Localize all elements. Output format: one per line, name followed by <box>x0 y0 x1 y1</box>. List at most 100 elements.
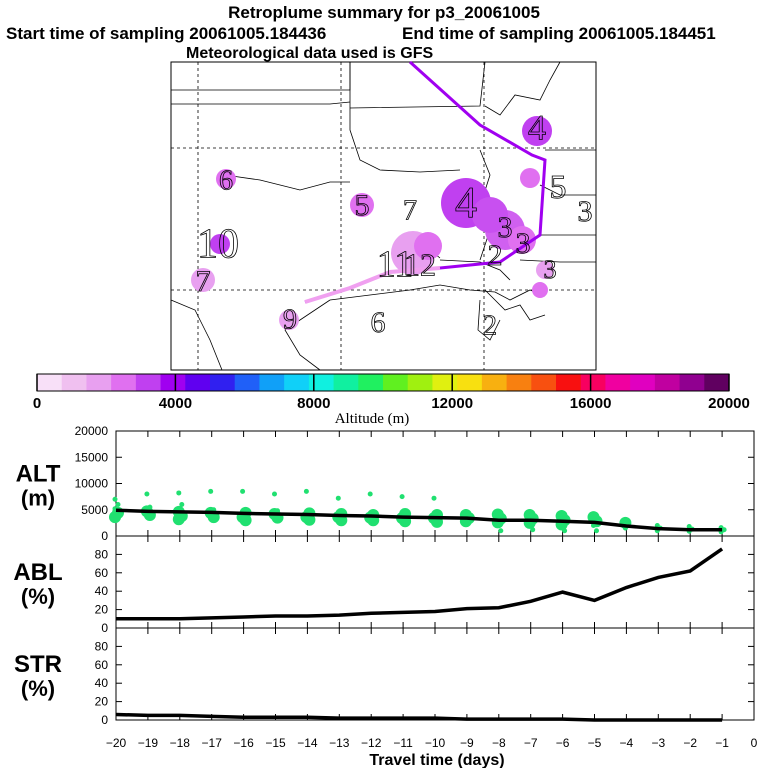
marker-label: 4 <box>528 107 546 147</box>
x-tick-label: −20 <box>106 736 127 750</box>
marker-label: 7 <box>196 265 211 298</box>
altitude-point <box>335 495 341 501</box>
marker-label: 12 <box>404 246 436 282</box>
altitude-point <box>498 528 504 534</box>
altitude-point <box>591 523 596 528</box>
panel-abl: 0 20 40 60 80 ABL(%) <box>13 535 755 635</box>
plume-circle <box>210 234 230 254</box>
series-line-str <box>115 712 723 722</box>
x-tick-label: −6 <box>556 736 570 750</box>
y-tick-label: 0 <box>101 621 108 635</box>
x-tick-label: −3 <box>651 736 665 750</box>
x-tick-label: −8 <box>492 736 506 750</box>
marker-label: 6 <box>219 165 233 196</box>
altitude-point <box>367 491 373 497</box>
x-tick-label: −17 <box>202 736 223 750</box>
colorbar-tick-label: 16000 <box>570 395 612 412</box>
colorbar-swatch <box>333 374 359 391</box>
colorbar-swatch <box>407 374 433 391</box>
altitude-point <box>491 516 504 529</box>
panel-alt: 0 5000 10000 15000 20000 ALT(m) <box>16 424 755 543</box>
y-tick-label: 10000 <box>75 477 109 491</box>
altitude-point <box>112 496 118 502</box>
colorbar-swatch <box>234 374 260 391</box>
end-time-label: End time of sampling 20061005.184451 <box>402 24 716 43</box>
plume-circle <box>536 261 554 279</box>
coastline <box>329 284 546 301</box>
colorbar-swatch <box>135 374 162 391</box>
panel-ylabel-unit: (%) <box>21 584 55 609</box>
plume-circle <box>520 168 540 188</box>
x-tick-label: 0 <box>751 736 758 750</box>
plume-circle <box>216 169 236 189</box>
y-tick-label: 20 <box>95 695 109 709</box>
colorbar-swatch <box>383 374 409 391</box>
panel-ylabel-unit: (%) <box>21 676 55 701</box>
colorbar-swatch <box>556 374 582 391</box>
altitude-point <box>208 488 214 494</box>
y-tick-label: 60 <box>95 658 109 672</box>
altitude-point <box>179 502 185 507</box>
y-tick-label: 5000 <box>81 503 108 517</box>
marker-label: 3 <box>498 211 513 244</box>
marker-label: 7 <box>403 195 417 226</box>
y-tick-label: 60 <box>95 566 109 580</box>
colorbar-swatch <box>284 374 310 391</box>
x-tick-label: −13 <box>329 736 350 750</box>
map-boundaries <box>170 61 596 371</box>
marker-label: 2 <box>488 239 503 272</box>
y-tick-label: 20 <box>95 603 109 617</box>
state-border <box>349 61 486 109</box>
x-axis-title: Travel time (days) <box>369 752 504 768</box>
state-border <box>349 62 461 173</box>
marker-label: 6 <box>371 306 386 339</box>
y-tick-label: 40 <box>95 584 109 598</box>
y-tick-label: 0 <box>101 713 108 727</box>
series-line-abl <box>116 547 724 621</box>
x-tick-label: −5 <box>588 736 602 750</box>
marker-label: 5 <box>355 189 370 222</box>
colorbar-tick-label: 12000 <box>431 395 473 412</box>
plume-circles <box>191 116 554 330</box>
colorbar-swatch <box>160 374 186 391</box>
colorbar-swatch <box>531 374 557 391</box>
panel-frame <box>115 535 755 629</box>
colorbar-swatch <box>86 374 112 391</box>
x-tick-label: −14 <box>297 736 318 750</box>
time-series-panels: 05000100001500020000ALT(m)020406080ABL(%… <box>13 424 757 768</box>
colorbar-swatch <box>37 374 63 391</box>
x-tick-label: −19 <box>138 736 159 750</box>
series-line-alt <box>115 508 723 532</box>
colorbar-swatch <box>457 374 483 391</box>
panel-ylabel: STR <box>14 651 62 678</box>
border-river <box>170 299 223 371</box>
chart-title: Retroplume summary for p3_20061005 <box>228 3 540 22</box>
trajectory-path-low <box>304 266 441 304</box>
plume-circle <box>532 282 548 298</box>
colorbar-swatch <box>506 374 532 391</box>
plume-circle <box>279 310 299 330</box>
altitude-point <box>115 502 121 507</box>
colorbar-swatch <box>185 374 211 391</box>
x-tick-label: −4 <box>620 736 634 750</box>
altitude-point <box>562 528 568 534</box>
altitude-point <box>172 513 185 526</box>
plume-circle <box>414 232 442 260</box>
x-tick-label: −12 <box>361 736 382 750</box>
altitude-point <box>594 528 599 534</box>
marker-label: 3 <box>544 255 557 284</box>
met-data-label: Meteorological data used is GFS <box>186 45 434 62</box>
altitude-point <box>431 495 437 501</box>
altitude-point <box>303 513 316 526</box>
x-tick-label: −9 <box>460 736 474 750</box>
colorbar-swatch <box>679 374 705 391</box>
x-tick-label: −11 <box>393 736 413 750</box>
colorbar-tick-label: 4000 <box>159 395 192 412</box>
marker-label: 11 <box>377 244 414 286</box>
altitude-point <box>144 491 150 497</box>
state-border <box>519 259 596 263</box>
colorbar-title: Altitude (m) <box>335 411 410 427</box>
x-tick-label: −16 <box>233 736 254 750</box>
